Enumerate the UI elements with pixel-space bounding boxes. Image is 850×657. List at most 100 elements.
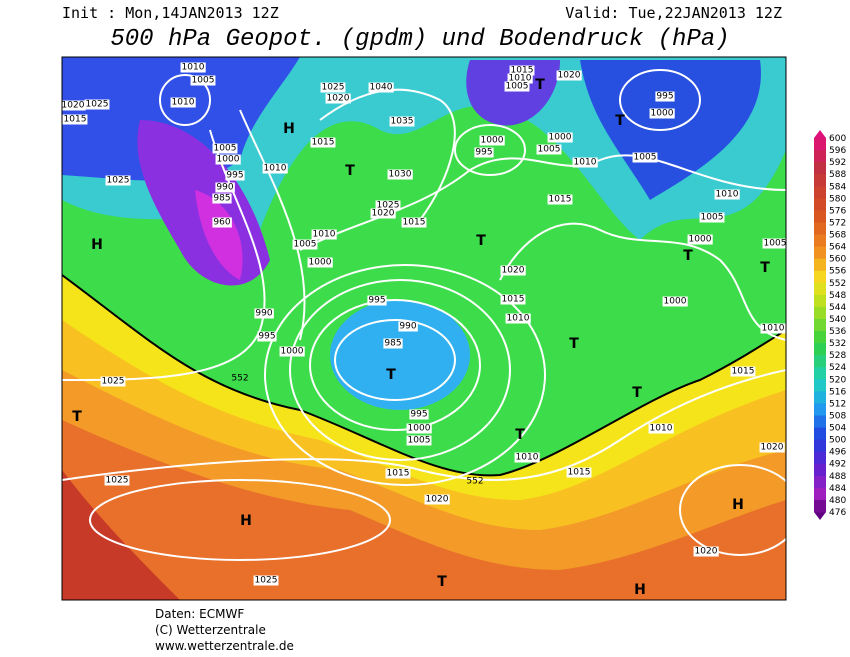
isobar-label-box	[375, 200, 401, 211]
isobar-label: 1005	[701, 213, 724, 223]
isobar-label-box	[370, 208, 396, 219]
isobar-label: 1025	[107, 176, 130, 186]
isobar-label-box	[311, 229, 337, 240]
isobar-label-box	[368, 82, 394, 93]
colorbar-label: 548	[829, 291, 846, 301]
warm-band-4	[62, 420, 786, 600]
isobar-label-box	[257, 331, 277, 342]
isobar-label-box	[212, 217, 232, 228]
colorbar-label: 592	[829, 158, 846, 168]
isobar-label-box	[398, 321, 418, 332]
isobar-label-box	[105, 175, 131, 186]
isobar-label: 1025	[322, 83, 345, 93]
colorbar-top-tip	[814, 130, 826, 138]
isobar-label-box	[687, 234, 713, 245]
isobar-label: 985	[384, 339, 401, 349]
isobar-label-box	[225, 170, 245, 181]
colorbar-segment	[814, 391, 826, 404]
colorbar-label: 492	[829, 460, 846, 470]
colorbar-label: 496	[829, 448, 846, 458]
colorbar-label: 532	[829, 339, 846, 349]
isobar-label-box	[100, 376, 126, 387]
colorbar-segment	[814, 415, 826, 429]
isobar-label: 1020	[761, 443, 784, 453]
colorbar-label: 536	[829, 327, 846, 337]
pressure-center: T	[632, 385, 642, 401]
isobar-label: 1010	[762, 324, 785, 334]
isobar-label-box	[662, 296, 688, 307]
valid-time: Valid: Tue,22JAN2013 12Z	[565, 4, 782, 22]
colorbar-segment	[814, 331, 826, 344]
pressure-center: T	[683, 248, 693, 264]
isobar-label: 1020	[558, 71, 581, 81]
map-frame	[61, 56, 787, 601]
pressure-center: H	[240, 513, 252, 529]
colorbar-label: 508	[829, 411, 846, 421]
isobar-label: 1000	[281, 347, 304, 357]
pressure-center: T	[386, 367, 396, 383]
colorbar-segment	[814, 439, 826, 453]
isobar-label: 1015	[502, 295, 525, 305]
isobar-label-box	[632, 152, 658, 163]
isobar-label-box	[307, 257, 333, 268]
pressure-center: T	[345, 163, 355, 179]
isobar-label: 1025	[255, 576, 278, 586]
pressure-center: T	[569, 336, 579, 352]
isobar-label: 1025	[106, 476, 129, 486]
isobar-label: 1005	[506, 82, 529, 92]
isobar-label: 1000	[481, 136, 504, 146]
colorbar-segment	[814, 487, 826, 501]
footer-line: www.wetterzentrale.de	[155, 639, 294, 653]
isobar-label: 1015	[511, 66, 534, 76]
colorbar-label: 580	[829, 194, 846, 204]
isobar-label: 1005	[294, 240, 317, 250]
isobar-label-box	[215, 154, 241, 165]
isobar-label-box	[212, 193, 232, 204]
colorbar-label: 576	[829, 206, 846, 216]
isobar-label-box	[279, 346, 305, 357]
isobar-label: 1015	[549, 195, 572, 205]
isobar-label: 1005	[634, 153, 657, 163]
isobar-label-box	[62, 114, 88, 125]
isobar-label: 1015	[568, 468, 591, 478]
isobar-label: 1020	[502, 266, 525, 276]
colorbar-label: 572	[829, 218, 846, 228]
colorbar-segment	[814, 403, 826, 416]
isobar-label-box	[389, 116, 415, 127]
colorbar-segment	[814, 475, 826, 489]
isobar-label-box	[759, 442, 785, 453]
isobar-label-box	[760, 323, 786, 334]
isobar-label: 1030	[389, 170, 412, 180]
isobar-label: 1005	[408, 436, 431, 446]
isobar-label: 1000	[309, 258, 332, 268]
isobar-label-box	[62, 100, 86, 111]
isobar-label: 995	[410, 410, 427, 420]
isobar-label: 1020	[327, 94, 350, 104]
isobar-label-box	[254, 308, 274, 319]
pressure-center: T	[476, 233, 486, 249]
isobar-label-box	[572, 157, 598, 168]
isobar-label-box	[383, 338, 403, 349]
colorbar-label: 552	[829, 279, 846, 289]
isobar-label-box	[320, 82, 346, 93]
isobar-label-box	[387, 169, 413, 180]
colorbar-segment	[814, 162, 826, 175]
isobar-label-box	[170, 97, 196, 108]
isobar-label: 1020	[426, 495, 449, 505]
colorbar-segment	[814, 222, 826, 236]
isobar-label-box	[514, 452, 540, 463]
isobar-label: 1005	[764, 239, 787, 249]
colorbar-label: 476	[829, 508, 846, 518]
pressure-center: H	[283, 121, 295, 137]
pressure-center: T	[615, 113, 625, 129]
colorbar-label: 556	[829, 267, 846, 277]
isobar-label: 1010	[716, 190, 739, 200]
colorbar-label: 600	[829, 134, 846, 144]
isobar-label-box	[556, 70, 582, 81]
isobar-label-box	[424, 494, 450, 505]
colorbar-segment	[814, 174, 826, 187]
isobar-label: 960	[213, 218, 230, 228]
isobar-label: 1010	[264, 164, 287, 174]
isobar-label: 1010	[509, 74, 532, 84]
isobar-label: 990	[255, 309, 272, 319]
